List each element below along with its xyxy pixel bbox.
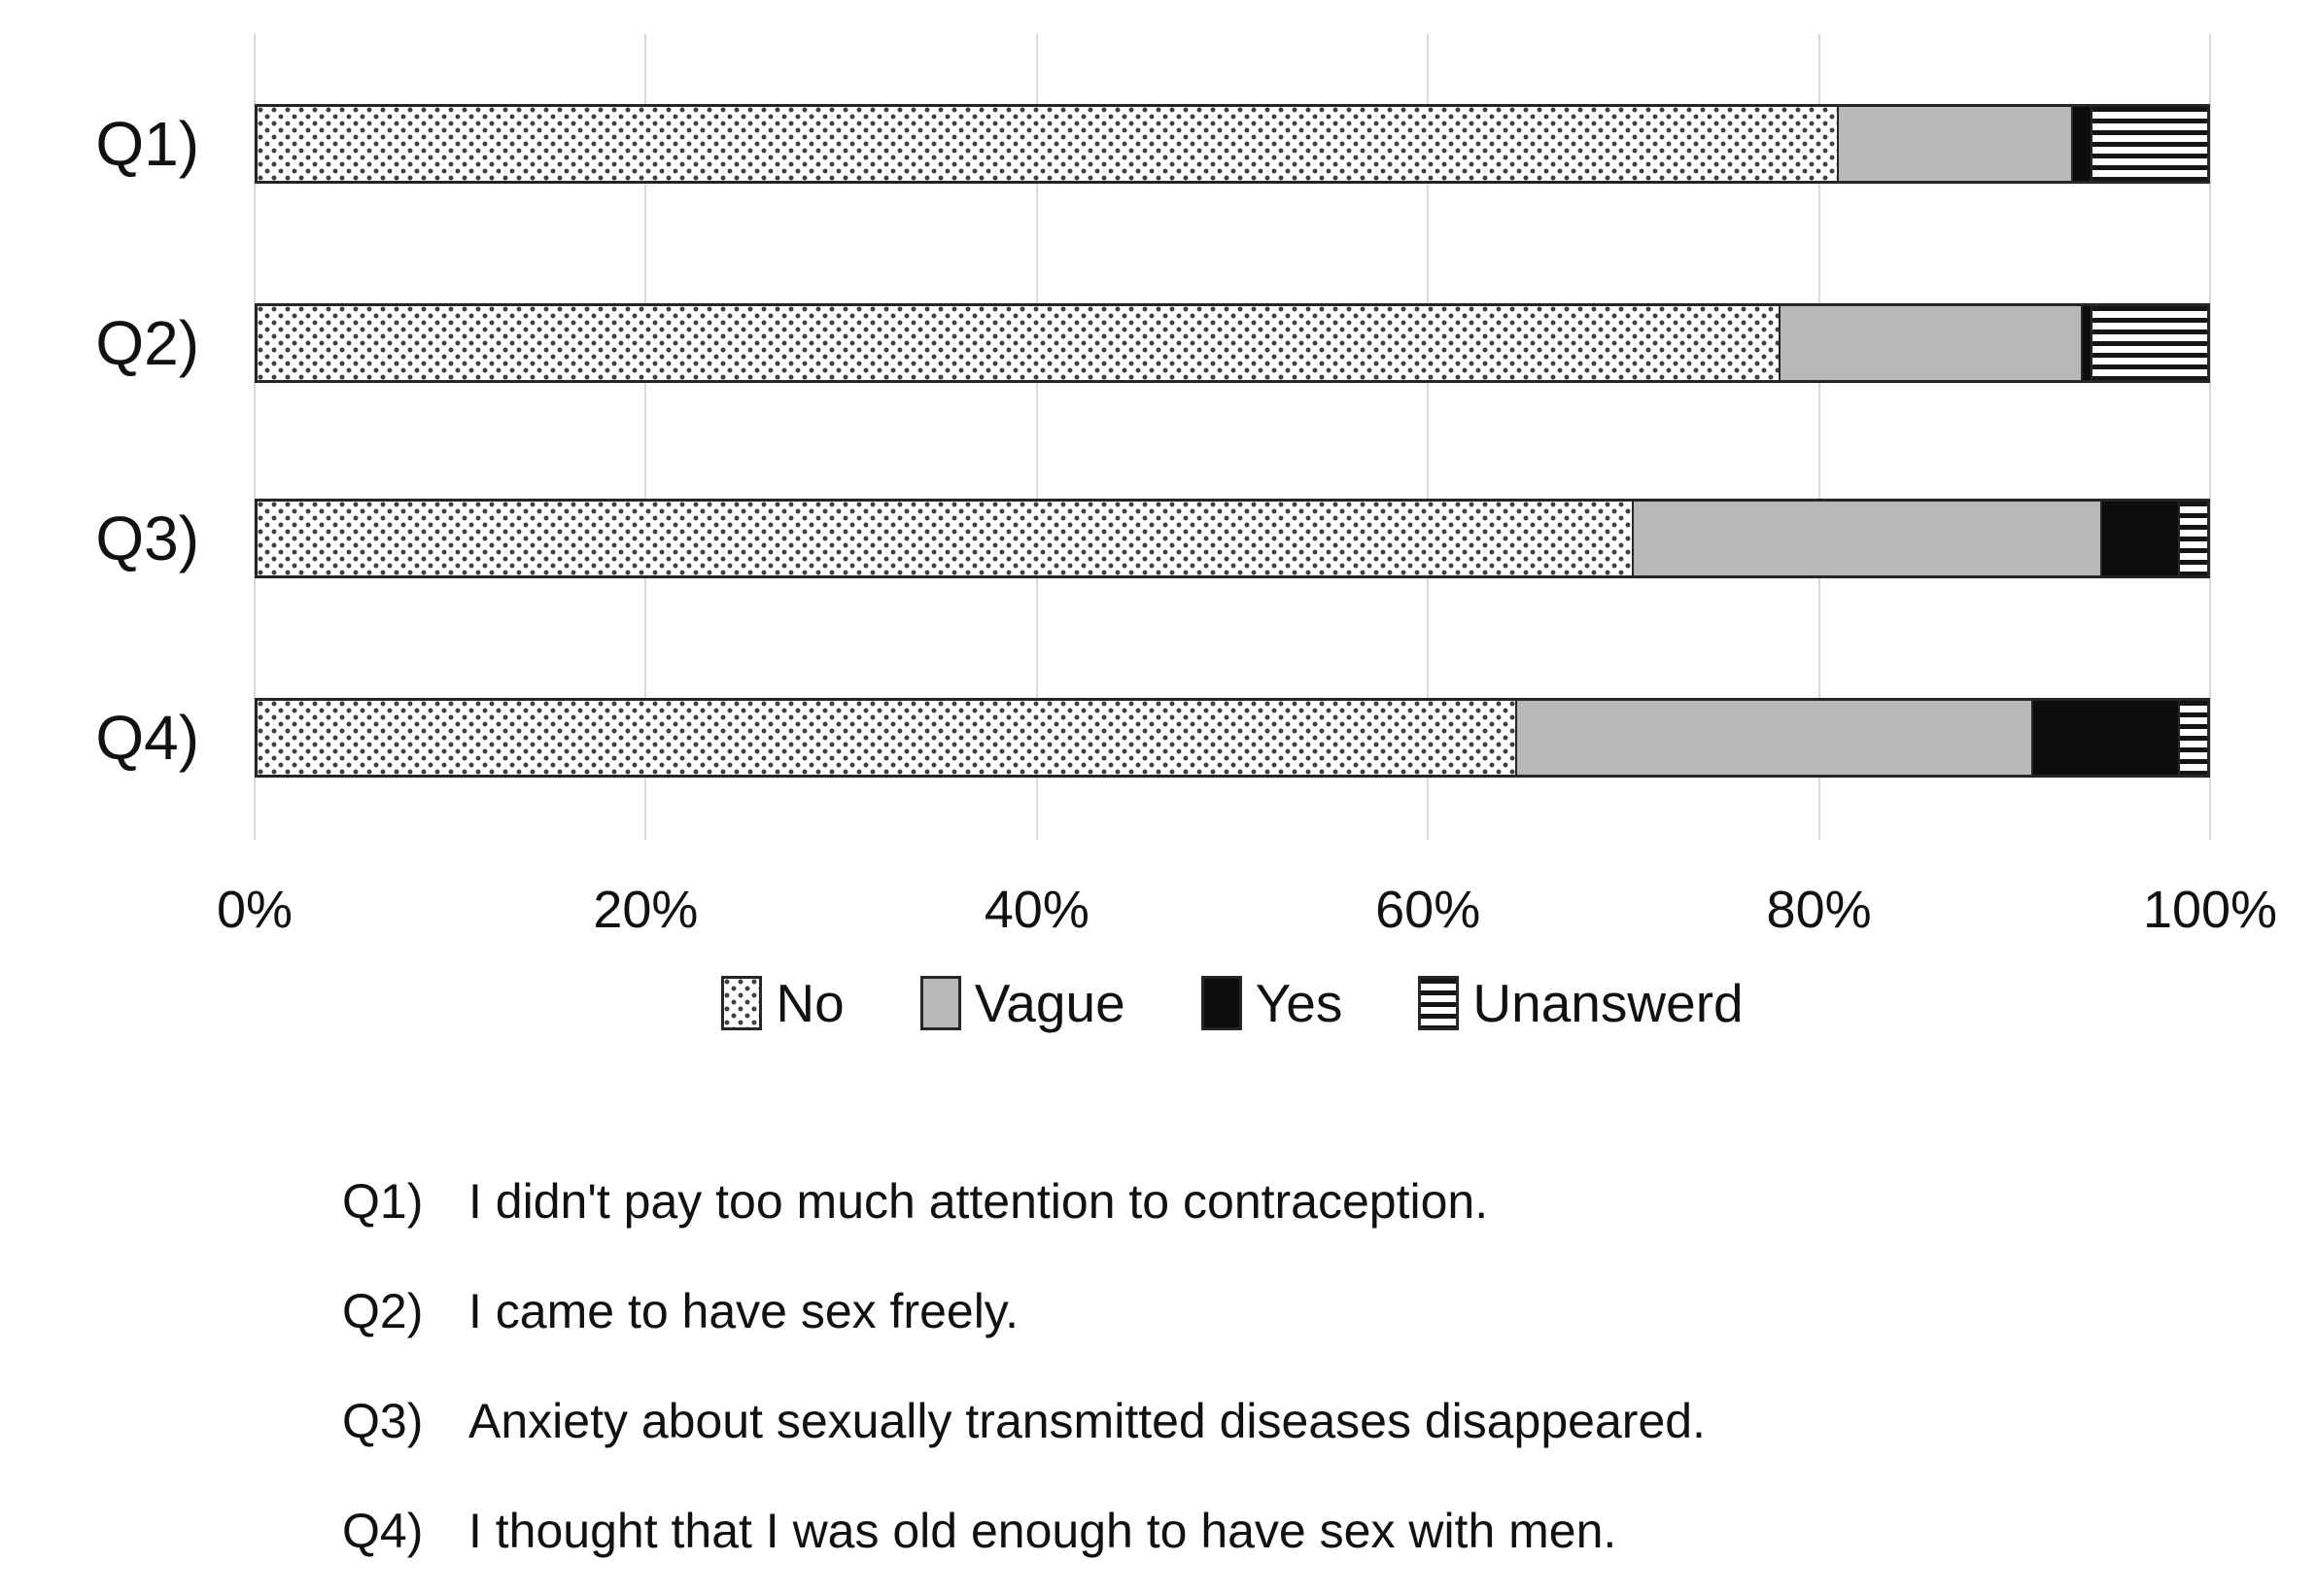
caption-label-2: Q2): [342, 1284, 424, 1338]
segment-unanswerd: [2090, 107, 2207, 181]
gridline-60: [1427, 34, 1430, 840]
gridline-40: [1035, 34, 1038, 840]
plot-area: [254, 34, 2211, 840]
segment-no: [258, 701, 1515, 775]
segment-yes: [2031, 701, 2178, 775]
x-tick-label-80: 80%: [1766, 881, 1872, 939]
segment-vague: [1836, 107, 2071, 181]
caption-text-1: I didn't pay too much attention to contr…: [468, 1174, 1489, 1229]
x-tick-label-0: 0%: [216, 881, 294, 939]
segment-vague: [1514, 701, 2032, 775]
bar-Q4: [255, 698, 2210, 778]
caption-line-1: Q1) I didn't pay too much attention to co…: [342, 1174, 1706, 1229]
caption-label-4: Q4): [342, 1504, 424, 1558]
question-captions: Q1) I didn't pay too much attention to co…: [342, 1174, 1706, 1558]
legend-swatch-unanswerd-icon: [1418, 976, 1460, 1030]
segment-vague: [1778, 306, 2081, 380]
gridline-0: [254, 34, 256, 840]
category-label-Q1: Q1): [95, 109, 199, 179]
gridline-100: [2209, 34, 2211, 840]
segment-yes: [2070, 107, 2091, 181]
legend-label-unanswerd: Unanswerd: [1472, 973, 1744, 1033]
bar-Q2: [255, 303, 2210, 383]
caption-text-4: I thought that I was old enough to have …: [468, 1504, 1617, 1558]
bar-Q3: [255, 499, 2210, 578]
legend-item-no: No: [721, 972, 845, 1034]
legend-swatch-no-icon: [721, 976, 763, 1030]
legend-label-vague: Vague: [974, 973, 1125, 1033]
segment-no: [258, 306, 1779, 380]
segment-vague: [1632, 502, 2100, 575]
x-axis: 0% 20% 40% 60% 80% 100%: [217, 880, 2277, 948]
legend-label-yes: Yes: [1255, 973, 1343, 1033]
segment-unanswerd: [2177, 701, 2207, 775]
caption-label-3: Q3): [342, 1394, 424, 1448]
legend-item-vague: Vague: [919, 972, 1125, 1034]
segment-yes: [2080, 306, 2091, 380]
segment-yes: [2099, 502, 2178, 575]
category-label-Q3: Q3): [95, 503, 199, 573]
legend-swatch-vague-icon: [919, 976, 961, 1030]
x-tick-label-40: 40%: [984, 881, 1089, 939]
gridline-20: [644, 34, 647, 840]
legend-swatch-yes-icon: [1200, 976, 1242, 1030]
legend-label-no: No: [776, 973, 845, 1033]
segment-no: [258, 107, 1837, 181]
gridline-80: [1817, 34, 1820, 840]
caption-text-3: Anxiety about sexually transmitted disea…: [468, 1394, 1706, 1448]
caption-line-3: Q3) Anxiety about sexually transmitted di…: [342, 1394, 1706, 1448]
caption-label-1: Q1): [342, 1174, 424, 1229]
segment-unanswerd: [2090, 306, 2207, 380]
x-tick-label-20: 20%: [593, 881, 699, 939]
legend: No Vague Yes Unanswerd: [255, 972, 2210, 1034]
caption-line-4: Q4) I thought that I was old enough to ha…: [342, 1504, 1706, 1558]
x-tick-label-100: 100%: [2142, 881, 2278, 939]
caption-text-2: I came to have sex freely.: [468, 1284, 1019, 1338]
x-tick-label-60: 60%: [1375, 881, 1481, 939]
category-label-Q4: Q4): [95, 703, 199, 773]
segment-unanswerd: [2177, 502, 2207, 575]
legend-item-unanswerd: Unanswerd: [1418, 972, 1744, 1034]
legend-item-yes: Yes: [1200, 972, 1343, 1034]
segment-no: [258, 502, 1633, 575]
caption-line-2: Q2) I came to have sex freely.: [342, 1284, 1706, 1338]
bar-Q1: [255, 104, 2210, 184]
category-label-Q2: Q2): [95, 308, 199, 378]
